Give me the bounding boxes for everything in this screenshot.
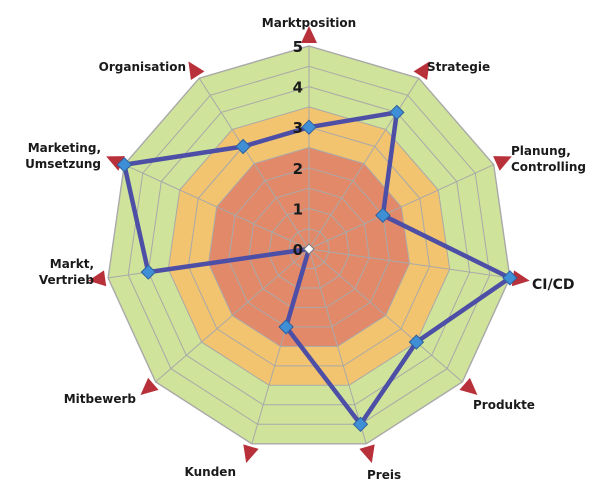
tick-label-0: 0 xyxy=(293,241,303,259)
grid-ring-3-5 xyxy=(167,106,451,386)
category-label-line: Organisation xyxy=(99,60,186,74)
category-label-line: Markt, xyxy=(50,257,94,271)
axis-marker-marktposition xyxy=(301,26,317,43)
data-point-planung-controlling xyxy=(375,207,391,224)
tick-labels: 0 1 2 3 4 5 xyxy=(293,38,303,259)
data-point-ci-cd xyxy=(502,270,518,286)
grid-ring-0-5 xyxy=(288,228,330,269)
category-label-produkte: Produkte xyxy=(473,398,535,412)
category-label-line: Kunden xyxy=(185,465,236,479)
axis-spoke-produkte xyxy=(308,248,463,383)
category-label-marktposition: Marktposition xyxy=(262,16,356,30)
data-point-marketing-umsetzung xyxy=(116,156,133,173)
axis-spoke-ci-cd xyxy=(308,248,510,279)
tick-label-5: 5 xyxy=(293,38,303,56)
grid-ring-1 xyxy=(268,207,350,289)
category-label-line: Umsetzung xyxy=(25,157,101,171)
category-label-organisation: Organisation xyxy=(99,60,186,74)
grid-ring-1-5 xyxy=(248,187,370,308)
category-label-marketing-umsetzung: Marketing, Umsetzung xyxy=(25,141,101,171)
category-labels: Marktposition Strategie Planung, Controllin… xyxy=(25,16,586,482)
axis-spoke-preis xyxy=(308,248,367,444)
axis-marker-mitbewerb xyxy=(140,377,159,395)
axis-spoke-strategie xyxy=(308,77,420,250)
axis-marker-markt-vertrieb xyxy=(88,270,107,287)
axis-marker-planung-controlling xyxy=(493,156,512,171)
category-label-preis: Preis xyxy=(367,468,401,482)
grid-ring-2-5 xyxy=(207,146,411,347)
category-label-planung-controlling: Planung, Controlling xyxy=(511,144,586,174)
category-label-line: Mitbewerb xyxy=(64,392,137,406)
tick-label-2: 2 xyxy=(293,160,303,178)
category-label-line: Planung, xyxy=(511,144,571,158)
data-point-mitbewerb xyxy=(303,243,315,255)
data-point-marktposition xyxy=(301,119,317,135)
axis-marker-preis xyxy=(359,444,375,463)
data-point-kunden xyxy=(278,319,294,335)
axis-marker-ci-cd xyxy=(511,270,530,287)
grid-ring-4 xyxy=(147,86,471,406)
axis-spoke-mitbewerb xyxy=(155,248,310,383)
category-label-line: Marketing, xyxy=(28,141,101,155)
radar-series xyxy=(116,104,518,433)
category-label-line: Strategie xyxy=(427,60,490,74)
category-label-kunden: Kunden xyxy=(185,465,236,479)
axis-marker-kunden xyxy=(243,444,259,463)
axis-marker-organisation xyxy=(188,61,205,80)
data-point-preis xyxy=(352,416,369,433)
grid-ring-2 xyxy=(228,167,390,328)
axis-marker-produkte xyxy=(459,377,478,395)
grid-ring-3 xyxy=(187,126,431,367)
data-point-strategie xyxy=(389,104,405,121)
category-label-line: Produkte xyxy=(473,398,535,412)
axis-marker-marketing-umsetzung xyxy=(106,156,125,171)
category-label-line: Vertrieb xyxy=(39,273,95,287)
series-line xyxy=(122,110,513,427)
grid-ring-5 xyxy=(107,45,511,445)
category-label-line: CI/CD xyxy=(532,277,575,293)
category-label-line: Controlling xyxy=(511,160,586,174)
category-label-mitbewerb: Mitbewerb xyxy=(64,392,137,406)
tick-label-3: 3 xyxy=(293,119,303,137)
tick-label-1: 1 xyxy=(293,200,303,218)
category-label-markt-vertrieb: Markt, Vertrieb xyxy=(39,257,95,287)
category-label-line: Preis xyxy=(367,468,401,482)
data-point-organisation xyxy=(235,138,251,155)
axis-marker-strategie xyxy=(413,61,430,80)
axis-spoke-organisation xyxy=(198,77,310,250)
category-label-ci-cd: CI/CD xyxy=(532,277,575,293)
tick-label-4: 4 xyxy=(293,79,303,97)
data-point-produkte xyxy=(408,334,425,350)
axis-spoke-planung-controlling xyxy=(308,164,494,250)
axis-spoke-marketing-umsetzung xyxy=(124,164,310,250)
radar-axes xyxy=(88,26,530,463)
category-label-line: Marktposition xyxy=(262,16,356,30)
category-label-strategie: Strategie xyxy=(427,60,490,74)
data-point-markt-vertrieb xyxy=(140,264,157,280)
